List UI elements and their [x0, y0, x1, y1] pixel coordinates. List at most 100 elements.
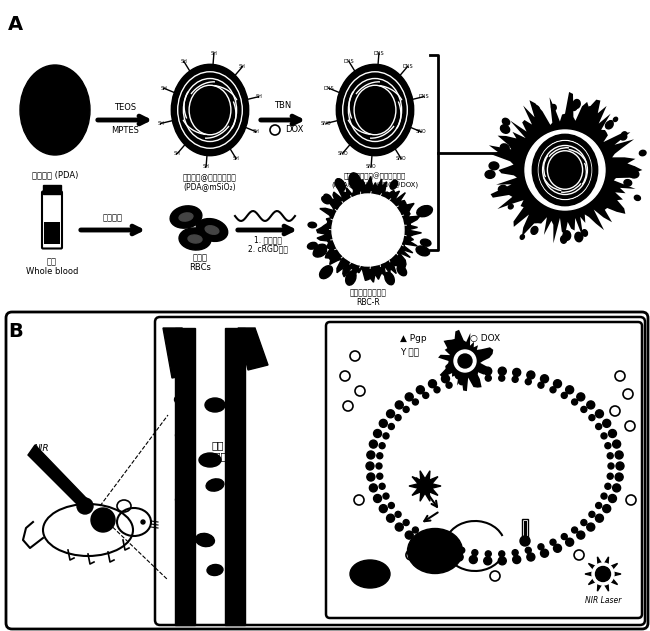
- Ellipse shape: [500, 144, 509, 151]
- Text: A: A: [8, 15, 23, 34]
- Circle shape: [472, 550, 478, 556]
- Text: SH: SH: [239, 64, 246, 69]
- Text: 长循环: 长循环: [209, 451, 228, 461]
- Text: NIR Laser: NIR Laser: [585, 596, 621, 605]
- Circle shape: [395, 401, 403, 409]
- Circle shape: [589, 511, 595, 517]
- Ellipse shape: [628, 167, 636, 174]
- Circle shape: [455, 371, 463, 379]
- Polygon shape: [163, 328, 188, 378]
- Circle shape: [369, 440, 378, 448]
- Ellipse shape: [349, 173, 361, 190]
- Circle shape: [441, 375, 450, 383]
- Ellipse shape: [230, 505, 244, 514]
- Text: 离心分离: 离心分离: [103, 213, 123, 222]
- Ellipse shape: [172, 65, 248, 155]
- Circle shape: [387, 514, 395, 522]
- Circle shape: [499, 557, 506, 565]
- Ellipse shape: [489, 162, 499, 170]
- Polygon shape: [225, 328, 245, 625]
- Polygon shape: [438, 330, 493, 391]
- Ellipse shape: [592, 563, 614, 585]
- Circle shape: [603, 420, 611, 427]
- Ellipse shape: [332, 194, 404, 266]
- Ellipse shape: [307, 242, 317, 249]
- Circle shape: [455, 553, 463, 561]
- Ellipse shape: [229, 440, 245, 450]
- Text: SH: SH: [211, 50, 217, 56]
- Circle shape: [395, 523, 403, 531]
- Ellipse shape: [390, 180, 398, 189]
- Text: 1. 低渗处理: 1. 低渗处理: [254, 235, 281, 244]
- Circle shape: [459, 547, 465, 553]
- Circle shape: [422, 392, 429, 398]
- Circle shape: [434, 540, 440, 545]
- Circle shape: [405, 531, 413, 539]
- Ellipse shape: [188, 235, 202, 243]
- Circle shape: [403, 406, 409, 413]
- Circle shape: [374, 430, 382, 437]
- Ellipse shape: [179, 228, 211, 250]
- Bar: [44, 222, 60, 244]
- Ellipse shape: [499, 186, 507, 192]
- Text: 聚多巴胺@介孔二氧化硅: 聚多巴胺@介孔二氧化硅: [183, 173, 237, 182]
- Ellipse shape: [533, 135, 597, 205]
- Text: (PDA@mSiO₂): (PDA@mSiO₂): [184, 182, 237, 191]
- Ellipse shape: [575, 232, 582, 242]
- Ellipse shape: [571, 102, 577, 110]
- Ellipse shape: [640, 150, 646, 156]
- Text: DOX: DOX: [285, 126, 304, 134]
- Ellipse shape: [205, 398, 225, 412]
- Text: 2. cRGD标记: 2. cRGD标记: [248, 244, 287, 253]
- Ellipse shape: [417, 206, 432, 216]
- Ellipse shape: [608, 121, 613, 126]
- Ellipse shape: [20, 65, 90, 155]
- Circle shape: [434, 387, 440, 392]
- Circle shape: [608, 495, 616, 502]
- Text: MPTES: MPTES: [111, 126, 139, 135]
- FancyBboxPatch shape: [326, 322, 642, 618]
- Text: RBC-R: RBC-R: [356, 298, 380, 307]
- Ellipse shape: [230, 405, 244, 415]
- Circle shape: [141, 520, 145, 524]
- Circle shape: [605, 443, 611, 449]
- Ellipse shape: [170, 206, 202, 228]
- Text: DNS: DNS: [402, 64, 413, 69]
- Ellipse shape: [176, 581, 190, 589]
- Text: SNO: SNO: [366, 164, 376, 169]
- Ellipse shape: [174, 394, 192, 406]
- Circle shape: [383, 433, 389, 439]
- Circle shape: [446, 382, 452, 388]
- Circle shape: [550, 540, 556, 545]
- Circle shape: [369, 484, 378, 492]
- Circle shape: [380, 420, 387, 427]
- Circle shape: [595, 410, 603, 418]
- Circle shape: [512, 550, 518, 556]
- Ellipse shape: [207, 565, 223, 575]
- Ellipse shape: [196, 533, 215, 546]
- Ellipse shape: [534, 106, 540, 113]
- Circle shape: [412, 527, 419, 533]
- Ellipse shape: [621, 132, 627, 136]
- Text: SH: SH: [255, 94, 262, 99]
- Circle shape: [417, 386, 424, 394]
- Text: Y 死点: Y 死点: [400, 347, 419, 356]
- Text: TBN: TBN: [274, 101, 292, 110]
- Circle shape: [367, 473, 375, 481]
- Circle shape: [472, 376, 478, 382]
- Circle shape: [581, 519, 587, 526]
- Text: B: B: [8, 322, 23, 341]
- Text: DNS: DNS: [419, 94, 429, 99]
- Ellipse shape: [176, 430, 190, 440]
- Polygon shape: [409, 471, 441, 501]
- Text: NIR: NIR: [34, 444, 50, 453]
- Ellipse shape: [313, 247, 326, 257]
- Text: SH: SH: [181, 59, 187, 64]
- Ellipse shape: [230, 340, 244, 350]
- Circle shape: [561, 392, 567, 398]
- Circle shape: [595, 514, 603, 522]
- Text: (PDA@mSiO₂/SNO@DOX): (PDA@mSiO₂/SNO@DOX): [332, 182, 419, 189]
- Ellipse shape: [485, 170, 495, 179]
- Circle shape: [561, 534, 567, 540]
- Circle shape: [554, 545, 562, 552]
